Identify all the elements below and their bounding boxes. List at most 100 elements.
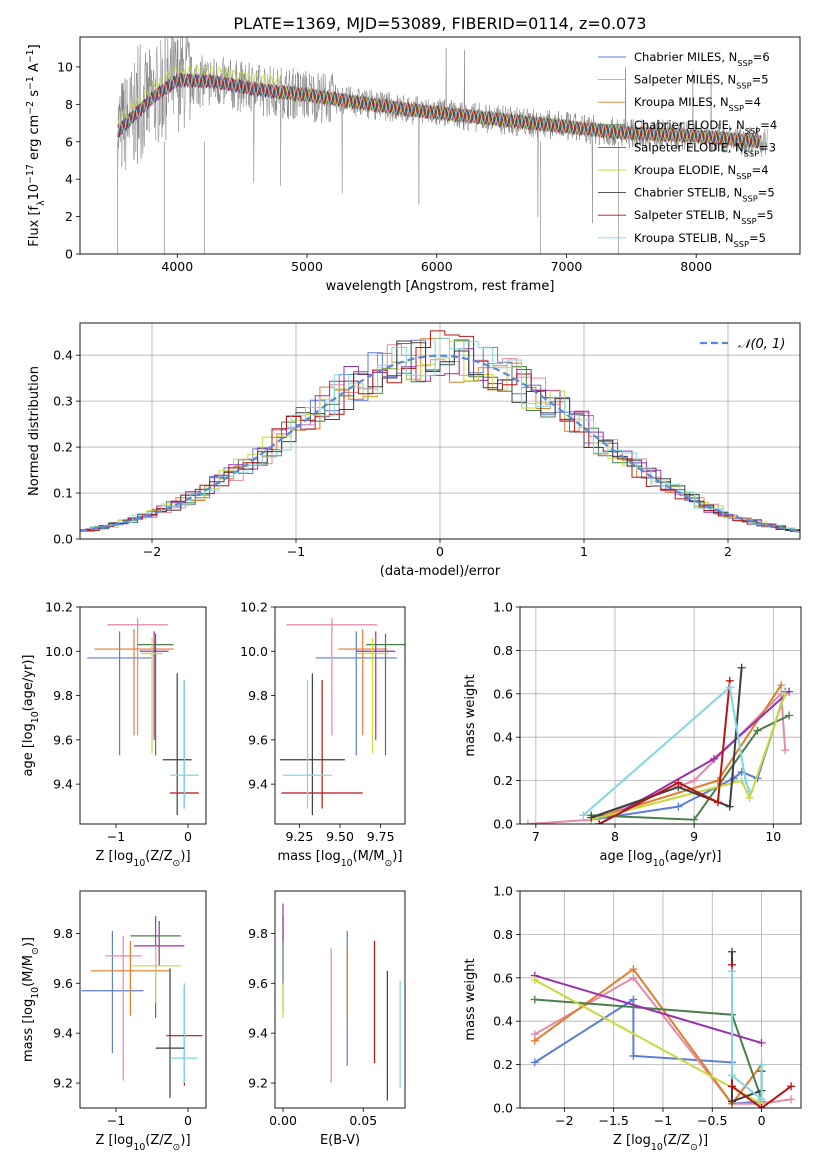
weight-marker (674, 778, 683, 787)
axes-frame (274, 606, 406, 825)
y-tick-label: 9.8 (248, 688, 268, 703)
x-tick-label: 7000 (551, 259, 583, 274)
grid-weight_vs_Z (520, 890, 801, 1109)
axes-frame (519, 606, 802, 825)
weight-marker (690, 815, 699, 824)
plot-area-residuals (80, 330, 800, 533)
y-tick-label: 10.0 (240, 644, 268, 659)
x-tick-label: 0 (758, 1113, 766, 1128)
weight-marker (530, 1036, 539, 1045)
weight-marker (674, 802, 683, 811)
x-tick-label: 0.00 (269, 1113, 297, 1128)
y-tick-label: 9.4 (53, 1026, 73, 1041)
plot-area-mass_vs_ebv (282, 903, 401, 1101)
y-tick-label: 0.1 (53, 486, 73, 501)
axes-spectrum: 4000 5000 6000 7000 8000 0 2 4 6 8 10 wavelength [A… (25, 36, 801, 294)
x-axis-label: Z [log10(Z/Z⊙)] (95, 1133, 190, 1153)
x-axis-label: age [log10(age/yr)] (600, 849, 722, 869)
y-tick-label: 0.2 (493, 1057, 513, 1072)
x-tick-label: −1 (107, 829, 125, 844)
x-tick-label: −2 (555, 1113, 573, 1128)
panel-mass_vs_Z: −1 0 9.2 9.4 9.6 9.8 Z [log10(Z/Z⊙)] mass [log1… (21, 890, 207, 1153)
weight-marker (629, 965, 638, 974)
y-tick-label: 10.2 (240, 600, 268, 615)
y-tick-label: 9.4 (53, 777, 73, 792)
x-tick-label: 4000 (161, 259, 193, 274)
y-tick-label: 0.4 (493, 730, 513, 745)
weight-marker (737, 663, 746, 672)
x-tick-label: −0.5 (697, 1113, 727, 1128)
y-tick-label: 6 (65, 134, 73, 149)
axes-frame (79, 36, 801, 255)
y-tick-label: 1.0 (493, 600, 513, 615)
legend-entry: Salpeter MILES, NSSP=5 (634, 73, 769, 91)
weight-marker (753, 726, 762, 735)
x-tick-label: 2 (724, 544, 732, 559)
weight-marker (787, 1082, 796, 1091)
weight-marker (629, 973, 638, 982)
y-tick-label: 0.4 (53, 348, 73, 363)
x-tick-label: −1 (107, 1113, 125, 1128)
y-tick-label: 0.6 (493, 970, 513, 985)
weight-marker (629, 995, 638, 1004)
legend-entry: 𝒩(0, 1) (738, 337, 785, 352)
legend-entry: Kroupa STELIB, NSSP=5 (634, 231, 766, 249)
weight-marker (725, 683, 734, 692)
weight-marker (757, 1095, 766, 1104)
y-tick-label: 9.4 (248, 777, 268, 792)
y-tick-label: 10.0 (45, 644, 73, 659)
weight-series-3 (591, 714, 790, 821)
plot-area-mass_vs_Z (81, 915, 203, 1099)
axes-age_vs_Z: −1 0 9.4 9.6 9.8 10.0 10.2 Z [log10(Z/Z⊙)] age [… (21, 600, 207, 869)
weight-marker (777, 681, 786, 690)
y-tick-label: 9.6 (53, 732, 73, 747)
x-tick-label: 8000 (680, 259, 712, 274)
weight-marker (523, 820, 532, 824)
legend-residuals: 𝒩(0, 1) (700, 337, 785, 352)
x-tick-label: 0 (436, 544, 444, 559)
weight-marker (530, 995, 539, 1004)
y-axis-label: Flux [fλ10−17 erg cm−2 s−1 A−1] (25, 44, 47, 246)
panel-weight_vs_age: 7 8 9 10 0.0 0.2 0.4 0.6 0.8 1.0 age [log10(age/yr… (463, 600, 802, 869)
axes-age_vs_mass: 9.25 9.50 9.75 9.4 9.6 9.8 10.0 10.2 mass [log10… (240, 600, 406, 869)
x-tick-label: −1 (654, 1113, 672, 1128)
axes-mass_vs_Z: −1 0 9.2 9.4 9.6 9.8 Z [log10(Z/Z⊙)] mass [log1… (21, 890, 207, 1153)
y-axis-label: age [log10(age/yr)] (21, 655, 41, 777)
axes-residuals: −2 −1 0 1 2 0.0 0.1 0.2 0.3 0.4 (data-model)/error… (27, 322, 801, 579)
weight-series-7 (598, 680, 731, 824)
weight-marker (787, 1095, 796, 1104)
weight-marker (725, 802, 734, 811)
panel-age_vs_Z: −1 0 9.4 9.6 9.8 10.0 10.2 Z [log10(Z/Z⊙)] age [… (21, 600, 207, 869)
weight-marker (727, 947, 736, 956)
y-tick-label: 0 (65, 247, 73, 262)
y-tick-label: 10.2 (45, 600, 73, 615)
y-tick-label: 0.0 (493, 817, 513, 832)
weight-marker (757, 1060, 766, 1069)
y-tick-label: 8 (65, 97, 73, 112)
weight-marker (757, 1038, 766, 1047)
normal-curve (80, 354, 800, 532)
y-tick-label: 9.2 (53, 1076, 73, 1091)
weight-marker (530, 975, 539, 984)
weight-series-2 (534, 967, 763, 1106)
legend-entry: Chabrier STELIB, NSSP=5 (634, 186, 775, 204)
x-tick-label: −2 (143, 544, 161, 559)
weight-marker (741, 776, 750, 785)
axes-frame (519, 890, 802, 1109)
x-tick-label: 9.75 (367, 829, 395, 844)
x-axis-label: (data-model)/error (380, 564, 501, 579)
y-tick-label: 10 (57, 59, 73, 74)
plot-area-weight_vs_Z (530, 947, 796, 1108)
y-tick-label: 0.8 (493, 927, 513, 942)
y-axis-label: mass weight (463, 958, 478, 1040)
weight-marker (579, 811, 588, 820)
x-tick-label: 9 (690, 829, 698, 844)
y-tick-label: 0.0 (53, 532, 73, 547)
figure-title: PLATE=1369, MJD=53089, FIBERID=0114, z=0… (233, 14, 646, 33)
panel-mass_vs_ebv: 0.00 0.05 9.2 9.4 9.6 9.8 E(B-V) (248, 890, 406, 1148)
x-tick-label: 8 (611, 829, 619, 844)
weight-marker (727, 1097, 736, 1106)
x-tick-label: 9.25 (285, 829, 313, 844)
x-axis-label: Z [log10(Z/Z⊙)] (613, 1133, 708, 1153)
